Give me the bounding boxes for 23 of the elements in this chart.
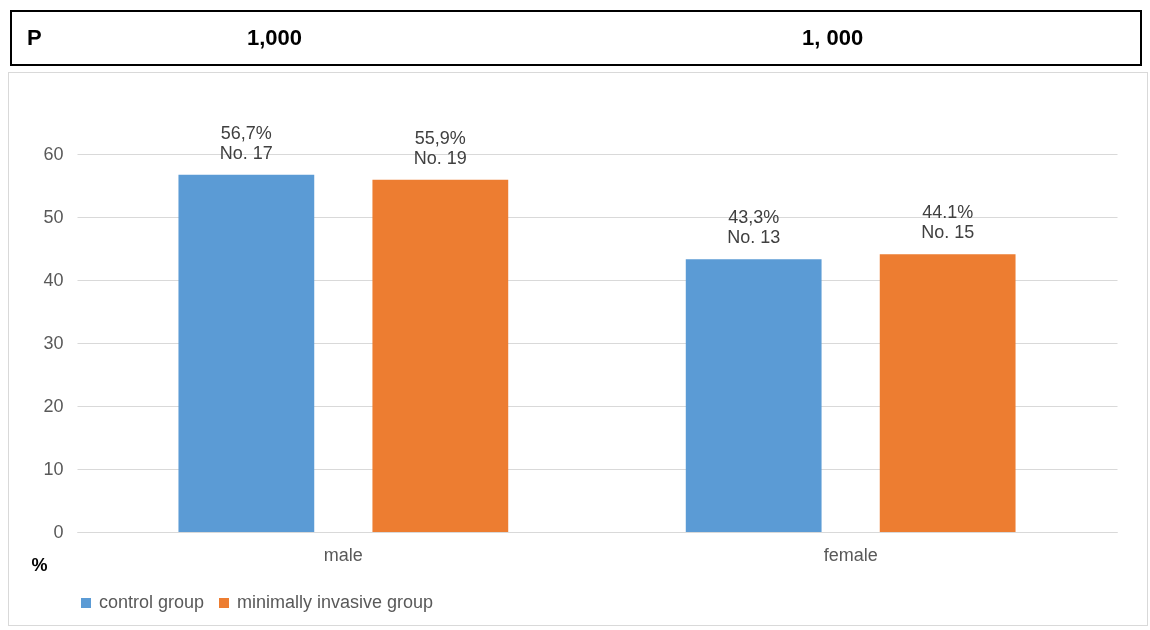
data-label: 55,9% No. 19	[413, 127, 467, 168]
y-tick-label: 50	[43, 206, 64, 227]
y-tick-label: 10	[43, 458, 64, 479]
y-axis-title: %	[31, 554, 48, 575]
data-label: 56,7% No. 17	[219, 122, 273, 163]
y-tick-label: 40	[43, 269, 64, 290]
data-label: 44.1% No. 15	[921, 202, 975, 243]
bar	[879, 254, 1016, 532]
y-tick-label: 20	[43, 395, 64, 416]
y-tick-label: 0	[53, 521, 64, 542]
text: 1,000	[247, 25, 303, 51]
bar	[178, 174, 315, 532]
bar	[685, 259, 822, 532]
legend-label: minimally invasive group	[237, 592, 434, 612]
y-tick-label: 30	[43, 332, 64, 353]
x-tick-label: female	[823, 544, 878, 565]
y-tick-label: 60	[43, 143, 64, 164]
x-tick-label: male	[323, 544, 363, 565]
data-label: 43,3% No. 13	[727, 207, 781, 248]
legend-label: control group	[99, 592, 205, 612]
text: P	[27, 25, 42, 51]
bar	[372, 179, 509, 532]
text: 1, 000	[802, 25, 864, 51]
